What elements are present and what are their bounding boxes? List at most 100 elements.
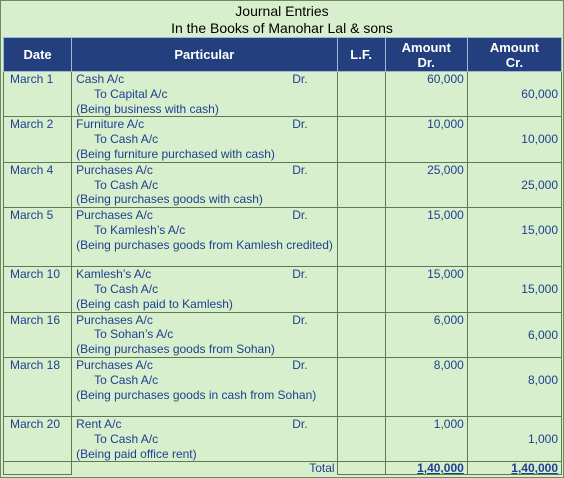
- debit-account: Purchases A/c: [76, 312, 153, 327]
- narration: (Being cash paid to Kamlesh): [76, 296, 233, 311]
- entry-lf: [336, 116, 386, 163]
- dr-marker: Dr.: [292, 416, 308, 431]
- narration: (Being purchases goods with cash): [76, 192, 263, 207]
- debit-account: Rent A/c: [76, 416, 122, 431]
- entry-particular: Purchases A/c Dr. To Cash A/c (Being purcha…: [71, 161, 338, 209]
- dr-marker: Dr.: [292, 117, 308, 132]
- credit-account: To Cash A/c: [94, 431, 159, 446]
- entry-lf: [336, 311, 386, 358]
- entry-amount-cr: 15,000: [466, 207, 563, 268]
- debit-account: Purchases A/c: [76, 162, 153, 177]
- dr-marker: Dr.: [292, 72, 308, 86]
- narration: (Being purchases goods from Sohan): [76, 342, 275, 357]
- entry-amount-cr-value: 6,000: [527, 327, 558, 342]
- journal-entry-row: March 16 Purchases A/c Dr. To Sohan’s A/c (B…: [2, 311, 563, 358]
- journal-entry-row: March 18 Purchases A/c Dr. To Cash A/c (Bein…: [2, 356, 563, 417]
- total-label: Total: [71, 461, 338, 475]
- entry-amount-cr-value: 15,000: [521, 282, 558, 297]
- entry-particular: Purchases A/c Dr. To Cash A/c (Being purcha…: [71, 356, 338, 417]
- entry-amount-dr: 60,000: [384, 70, 468, 118]
- journal-entry-row: March 20 Rent A/c Dr. To Cash A/c (Being pai…: [2, 415, 563, 463]
- dr-marker: Dr.: [292, 208, 308, 223]
- entry-date: March 5: [2, 207, 73, 268]
- narration: (Being furniture purchased with cash): [76, 146, 275, 161]
- total-date-cell: [2, 461, 73, 476]
- entry-amount-cr: 8,000: [466, 356, 563, 417]
- entry-lf: [336, 415, 386, 463]
- entry-date: March 10: [2, 266, 73, 313]
- entry-date: March 18: [2, 356, 73, 417]
- entry-amount-dr: 15,000: [384, 266, 468, 313]
- entry-particular: Rent A/c Dr. To Cash A/c (Being paid office…: [71, 415, 338, 463]
- header-amount-dr-line1: Amount: [401, 39, 451, 55]
- entry-amount-cr: 6,000: [466, 311, 563, 358]
- entry-particular: Furniture A/c Dr. To Cash A/c (Being furnit…: [71, 116, 338, 163]
- entry-lf: [336, 356, 386, 417]
- narration: (Being purchases goods in cash from Soha…: [76, 387, 317, 402]
- header-lf: L.F.: [336, 37, 386, 72]
- entry-date: March 20: [2, 415, 73, 463]
- header-date: Date: [2, 37, 73, 72]
- journal-entry-row: March 5 Purchases A/c Dr. To Kamlesh’s A/c(…: [2, 207, 563, 268]
- header-row: Date Particular L.F. Amount Dr. Amount C…: [2, 37, 563, 72]
- credit-account: To Capital A/c: [94, 86, 168, 101]
- journal-entry-row: March 1 Cash A/c Dr. To Capital A/c (Being b…: [2, 70, 563, 118]
- entry-amount-cr-value: 1,000: [527, 431, 558, 446]
- entry-date: March 2: [2, 116, 73, 163]
- debit-account: Furniture A/c: [76, 117, 145, 132]
- entry-particular: Purchases A/c Dr. To Kamlesh’s A/c (Being p…: [71, 207, 338, 268]
- entry-date: March 4: [2, 161, 73, 209]
- dr-marker: Dr.: [292, 357, 308, 372]
- entry-amount-cr: 15,000: [466, 266, 563, 313]
- journal-entry-row: March 4 Purchases A/c Dr. To Cash A/c (Being…: [2, 161, 563, 209]
- header-amount-dr-line2: Dr.: [417, 54, 435, 70]
- credit-account: To Cash A/c: [94, 177, 159, 192]
- total-lf-cell: [336, 461, 386, 476]
- entry-amount-cr-value: 10,000: [521, 132, 558, 147]
- entry-amount-cr-value: 15,000: [521, 223, 558, 238]
- header-amount-cr: Amount Cr.: [466, 37, 563, 72]
- entry-amount-cr-value: 60,000: [521, 87, 558, 101]
- credit-account: To Sohan’s A/c: [94, 327, 174, 342]
- journal-entry-row: March 10 Kamlesh’s A/c Dr. To Cash A/c (Bein…: [2, 266, 563, 313]
- entry-lf: [336, 266, 386, 313]
- entry-lf: [336, 161, 386, 209]
- entry-amount-dr: 25,000: [384, 161, 468, 209]
- entry-amount-dr: 1,000: [384, 415, 468, 463]
- entry-date: March 16: [2, 311, 73, 358]
- entry-amount-cr: 1,000: [466, 415, 563, 463]
- narration: (Being purchases goods from Kamlesh cred…: [76, 237, 333, 252]
- credit-account: To Cash A/c: [94, 281, 159, 296]
- header-amount-cr-line1: Amount: [489, 39, 539, 55]
- entry-amount-dr: 10,000: [384, 116, 468, 163]
- entry-amount-cr: 25,000: [466, 161, 563, 209]
- journal-table: Date Particular L.F. Amount Dr. Amount C…: [2, 37, 563, 476]
- entry-lf: [336, 207, 386, 268]
- entry-amount-dr: 15,000: [384, 207, 468, 268]
- entry-lf: [336, 70, 386, 118]
- total-amount-cr: 1,40,000: [466, 461, 563, 476]
- narration: (Being paid office rent): [76, 446, 197, 461]
- entry-amount-dr: 6,000: [384, 311, 468, 358]
- narration: (Being business with cash): [76, 101, 219, 116]
- entry-amount-dr: 8,000: [384, 356, 468, 417]
- credit-account: To Cash A/c: [94, 372, 159, 387]
- header-amount-dr: Amount Dr.: [384, 37, 468, 72]
- entry-particular: Purchases A/c Dr. To Sohan’s A/c (Being pur…: [71, 311, 338, 358]
- debit-account: Purchases A/c: [76, 208, 153, 223]
- total-row: Total 1,40,000 1,40,000: [2, 461, 563, 476]
- entry-amount-cr: 10,000: [466, 116, 563, 163]
- debit-account: Cash A/c: [76, 72, 125, 86]
- header-amount-cr-line2: Cr.: [505, 54, 524, 70]
- entry-date: March 1: [2, 70, 73, 118]
- entry-amount-cr: 60,000: [466, 70, 563, 118]
- journal-body: March 1 Cash A/c Dr. To Capital A/c (Being b…: [2, 70, 563, 476]
- journal-subtitle: In the Books of Manohar Lal & sons: [171, 20, 393, 36]
- debit-account: Kamlesh’s A/c: [76, 267, 152, 282]
- entry-amount-cr-value: 25,000: [521, 177, 558, 192]
- header-particular: Particular: [71, 37, 338, 72]
- journal-title: Journal Entries: [235, 3, 329, 19]
- journal-entry-row: March 2 Furniture A/c Dr. To Cash A/c (Being…: [2, 116, 563, 163]
- dr-marker: Dr.: [292, 267, 308, 282]
